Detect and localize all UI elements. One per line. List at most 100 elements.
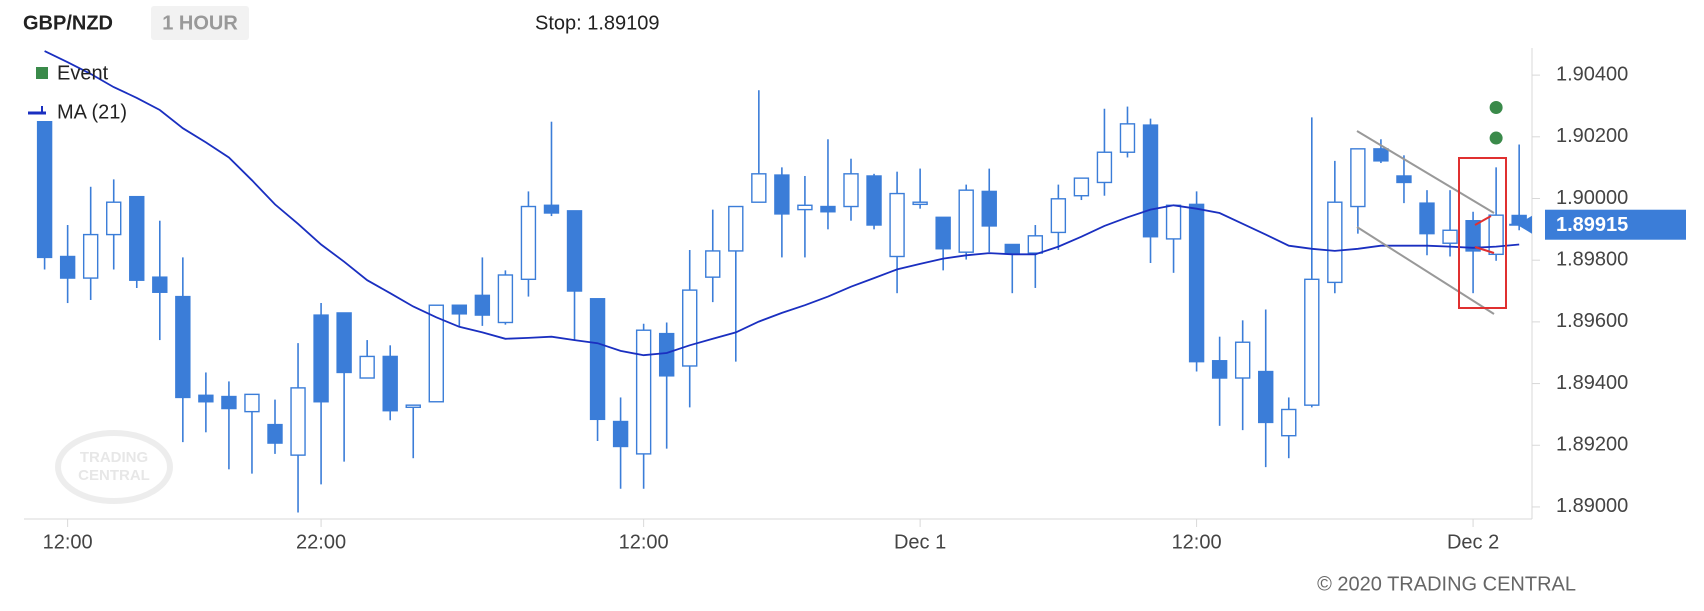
watermark-text: TRADING <box>80 449 148 466</box>
candle-body <box>981 190 997 227</box>
legend-label: MA (21) <box>57 101 127 123</box>
candle-body <box>820 205 836 213</box>
candle-body <box>221 395 237 410</box>
timeframe-badge <box>151 6 249 40</box>
candle-body <box>682 289 698 367</box>
candle-body <box>1142 124 1159 238</box>
candle-body <box>175 295 191 399</box>
candle-body <box>1004 243 1020 254</box>
candle-body <box>106 201 122 236</box>
candle-body <box>382 355 398 412</box>
candle-body <box>244 393 260 413</box>
candle-body <box>152 276 168 293</box>
candle-body <box>290 387 306 456</box>
candle-body <box>797 204 813 211</box>
candle-body <box>566 210 583 292</box>
candle-body <box>59 255 76 279</box>
y-tick-label: 1.89400 <box>1556 372 1628 394</box>
candle-body <box>912 201 928 206</box>
legend: Event MA (21) <box>28 62 127 123</box>
candle-body <box>1281 408 1297 437</box>
x-tick-label: 22:00 <box>296 531 346 553</box>
candle-body <box>843 173 859 208</box>
watermark: TRADING CENTRAL <box>55 430 173 504</box>
candle-body <box>267 423 283 444</box>
copyright: © 2020 TRADING CENTRAL <box>1317 573 1576 595</box>
candle-body <box>774 174 790 215</box>
candle-body <box>451 304 468 315</box>
x-tick-label: Dec 2 <box>1447 531 1499 553</box>
x-tick-label: 12:00 <box>43 531 93 553</box>
candle-body <box>1096 151 1113 184</box>
candle-body <box>1373 148 1389 162</box>
candle-body <box>313 314 329 403</box>
channel-line <box>1356 226 1495 315</box>
y-tick-label: 1.90400 <box>1556 63 1628 85</box>
stop-annotation: Stop: 1.89109 <box>535 12 660 34</box>
candle-body <box>1350 148 1366 208</box>
x-tick-label: Dec 1 <box>894 531 946 553</box>
x-tick-label: 12:00 <box>1172 531 1222 553</box>
candle-body <box>935 216 951 250</box>
last-price-box <box>1545 209 1686 240</box>
highlight-line <box>1474 246 1495 254</box>
candle-body <box>1027 235 1044 254</box>
candle-body <box>405 404 421 409</box>
candle-body <box>635 329 652 455</box>
candle-body <box>1050 198 1067 234</box>
candle-body <box>958 189 974 253</box>
candle-body <box>751 173 767 203</box>
y-tick-label: 1.89200 <box>1556 434 1628 456</box>
y-tick-label: 1.90200 <box>1556 125 1628 147</box>
candle-body <box>866 175 882 226</box>
candle-body <box>336 312 352 374</box>
x-tick-label: 12:00 <box>619 531 669 553</box>
candle-body <box>1419 202 1435 235</box>
candle-body <box>359 355 375 379</box>
pattern-overlay <box>1356 130 1507 315</box>
last-price-pointer <box>1517 215 1532 234</box>
candle-body <box>543 204 560 214</box>
candle-body <box>1304 278 1320 406</box>
y-tick-label: 1.90000 <box>1556 187 1628 209</box>
symbol-title: GBP/NZD <box>23 12 113 34</box>
timeframe: 1 HOUR <box>162 12 238 34</box>
candle-body <box>589 298 606 421</box>
candle-body <box>1073 177 1090 197</box>
candle-body <box>728 205 744 252</box>
watermark-text: CENTRAL <box>78 467 150 484</box>
y-tick-label: 1.89800 <box>1556 248 1628 270</box>
candle-body <box>36 120 53 259</box>
candle-body <box>1188 203 1205 363</box>
y-tick-label: 1.89600 <box>1556 310 1628 332</box>
y-tick-label: 1.89000 <box>1556 495 1628 517</box>
event-marker <box>1489 101 1503 115</box>
highlight-line <box>1474 215 1492 226</box>
plot-area <box>36 50 1527 513</box>
candle-body <box>1488 214 1504 256</box>
candle-body <box>198 394 214 403</box>
candle-body <box>1442 229 1458 244</box>
last-price-label: 1.89915 <box>1556 214 1628 236</box>
candle-body <box>1211 360 1228 379</box>
legend-swatch <box>36 67 48 79</box>
candle-body <box>1165 204 1182 240</box>
candle-body <box>428 304 444 403</box>
candle-body <box>705 250 721 278</box>
event-marker <box>1489 131 1503 145</box>
legend-label: Event <box>57 62 109 84</box>
watermark-ring <box>55 430 173 504</box>
candle-body <box>1465 220 1481 252</box>
candle-body <box>520 205 537 281</box>
candle-body <box>82 233 99 279</box>
candle-body <box>474 294 491 316</box>
channel-line <box>1356 130 1495 214</box>
candle-body <box>612 420 629 448</box>
candle-body <box>1396 175 1412 184</box>
candle-body <box>129 195 145 281</box>
candle-body <box>658 332 675 377</box>
candle-body <box>497 274 514 324</box>
candle-body <box>1327 201 1343 284</box>
